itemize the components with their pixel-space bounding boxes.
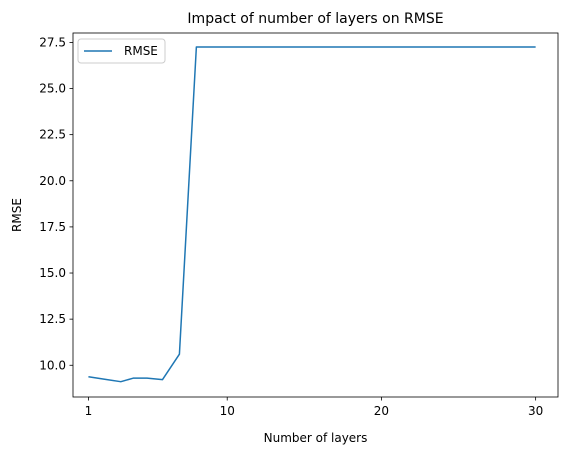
y-tick-label: 27.5 (39, 35, 66, 49)
y-tick-label: 22.5 (39, 128, 66, 142)
legend-box (77, 38, 166, 64)
x-tick-label: 1 (85, 404, 93, 418)
y-tick-label: 25.0 (39, 82, 66, 96)
y-tick-label: 12.5 (39, 312, 66, 326)
y-tick-label: 17.5 (39, 220, 66, 234)
x-tick-label: 30 (528, 404, 543, 418)
y-axis-ticks: 10.0 12.5 15.0 17.5 20.0 22.5 25.0 27.5 (39, 35, 73, 372)
y-tick-label: 20.0 (39, 174, 66, 188)
legend: RMSE (77, 38, 166, 64)
plot-area-border (72, 32, 559, 398)
x-tick-label: 20 (374, 404, 389, 418)
series-line-rmse (88, 46, 536, 383)
legend-label-rmse: RMSE (124, 44, 158, 58)
x-axis-label: Number of layers (264, 431, 368, 445)
plot-frame (72, 32, 559, 398)
series-layer (88, 46, 536, 383)
y-tick-label: 15.0 (39, 266, 66, 280)
y-axis-label: RMSE (10, 198, 24, 232)
y-tick-label: 10.0 (39, 358, 66, 372)
chart-title: Impact of number of layers on RMSE (187, 11, 443, 27)
x-axis-ticks: 1 10 20 30 (85, 397, 543, 418)
x-tick-label: 10 (220, 404, 235, 418)
